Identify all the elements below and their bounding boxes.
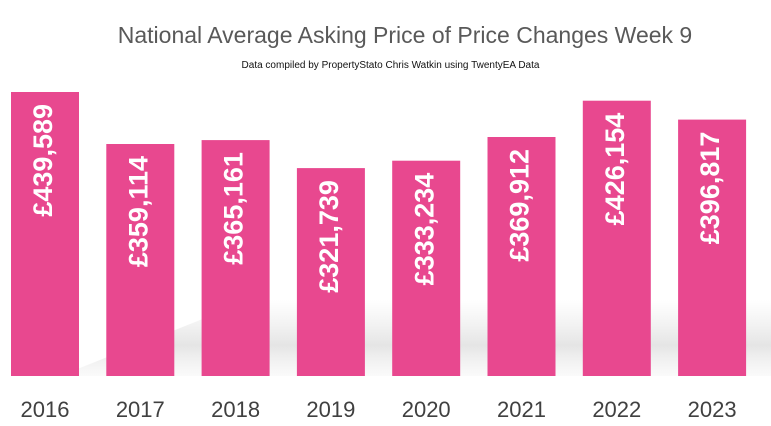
data-label-2021: £369,912 — [505, 149, 535, 262]
chart-title: National Average Asking Price of Price C… — [117, 22, 693, 48]
bar-2016 — [11, 92, 79, 376]
bar-2022 — [582, 100, 651, 376]
chart-subtitle: Data compiled by PropertyStato Chris Wat… — [241, 60, 540, 71]
x-tick-2021: 2021 — [497, 397, 546, 422]
bar-2023 — [678, 119, 747, 376]
x-tick-2019: 2019 — [306, 397, 355, 422]
data-label-2017: £359,114 — [123, 156, 153, 267]
bar-2017 — [106, 144, 175, 376]
bar-2019 — [296, 168, 365, 376]
bar-2021 — [487, 137, 556, 376]
x-tick-2022: 2022 — [592, 397, 641, 422]
x-tick-2016: 2016 — [21, 397, 70, 422]
bar-2020 — [392, 160, 461, 376]
data-label-2020: £333,234 — [409, 173, 439, 286]
x-tick-2023: 2023 — [688, 397, 737, 422]
x-tick-2017: 2017 — [116, 397, 165, 422]
data-label-2016: £439,589 — [28, 104, 58, 217]
x-tick-2018: 2018 — [211, 397, 260, 422]
data-label-2019: £321,739 — [314, 180, 344, 293]
x-tick-2020: 2020 — [402, 397, 451, 422]
bar-2018 — [201, 140, 270, 376]
data-label-2022: £426,154 — [600, 113, 630, 226]
data-label-2023: £396,817 — [695, 132, 725, 245]
data-label-2018: £365,161 — [219, 152, 249, 265]
